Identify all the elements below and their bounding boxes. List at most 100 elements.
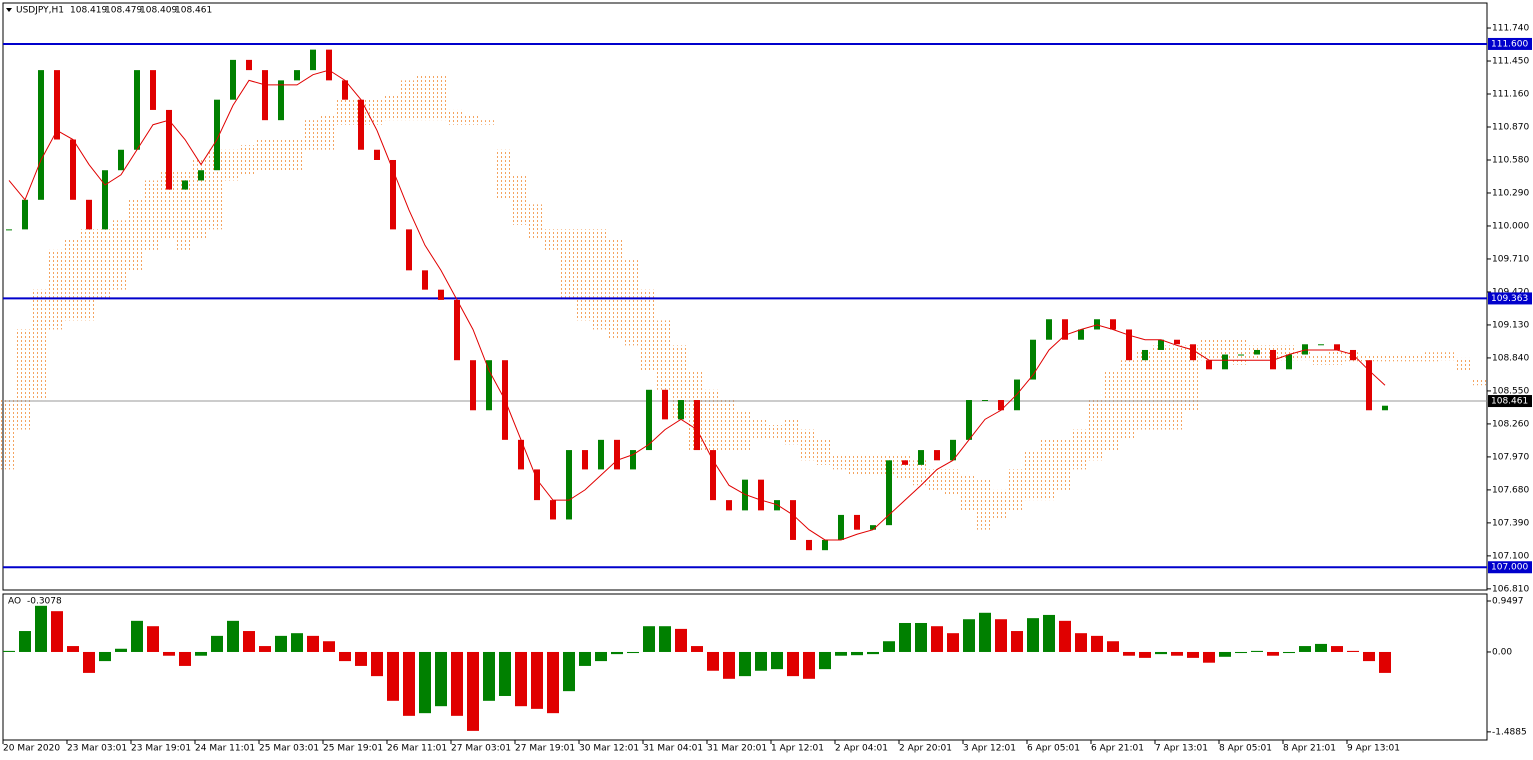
candle [1062,319,1068,340]
cloud-slice [65,239,81,321]
ao-tick-label: -1.4885 [1492,727,1527,737]
ao-bar [1027,618,1039,652]
candle [470,360,476,411]
candle [198,170,204,181]
ao-tick-label: 0.00 [1492,647,1512,657]
cloud-slice [193,159,209,240]
ao-bar [147,626,159,652]
candle [1126,329,1132,361]
ao-bar [787,651,799,677]
cloud-slice [1089,400,1105,461]
cloud-slice [449,109,465,125]
cloud-slice [337,99,353,125]
x-tick-label: 8 Apr 21:01 [1283,744,1336,754]
candle [998,400,1004,411]
ao-bar [755,651,767,671]
candle [6,229,12,231]
ao-bar [579,651,591,666]
ao-bar [995,619,1007,652]
cloud-slice [1169,345,1185,430]
x-tick-label: 9 Apr 13:01 [1347,744,1400,754]
level-tag [1488,561,1532,574]
menu-arrow[interactable] [6,8,12,12]
ao-bar [1187,651,1199,658]
x-tick-label: 2 Apr 04:01 [835,744,888,754]
cloud-slice [609,239,625,340]
cloud-slice [417,74,433,121]
y-tick-label: 107.100 [1492,551,1529,561]
level-label: 111.600 [1491,39,1528,49]
x-tick-label: 30 Mar 12:01 [579,744,639,754]
ao-bar [691,646,703,652]
candle [1078,329,1084,340]
level-tag [1488,37,1532,50]
candle [614,439,620,470]
cloud-slice [785,419,801,445]
candle [438,289,444,300]
candle [118,149,124,171]
candle [310,49,316,71]
cloud-slice [1377,354,1393,362]
ao-bar [1315,643,1327,652]
x-tick-label: 27 Mar 19:01 [515,744,575,754]
cloud-slice [1329,349,1345,365]
ao-bar [915,622,927,652]
x-tick-label: 3 Apr 12:01 [963,744,1016,754]
ohlc-value: 108.409 [140,6,177,16]
ohlc-value: 108.419 [70,6,107,16]
cloud-slice [993,489,1009,520]
candle [1190,344,1196,361]
candle [358,99,364,150]
x-tick-label: 20 Mar 2020 [3,744,60,754]
candle [1238,354,1244,356]
cloud-slice [529,204,545,240]
ao-bar [67,646,79,652]
ao-bar [1203,651,1215,663]
candle [566,450,572,520]
candle [134,70,140,150]
cloud-slice [1425,352,1441,362]
candle [806,539,812,551]
cloud-slice [1393,354,1409,362]
cloud-slice [769,425,785,440]
ao-bar [531,651,543,709]
y-tick-label: 106.810 [1492,584,1529,594]
cloud-slice [865,454,881,476]
cloud-slice [305,120,321,150]
candle [54,70,60,140]
cloud-slice [561,229,577,300]
cloud-slice [913,460,929,486]
cloud-slice [129,199,145,271]
ao-bar [771,651,783,670]
x-tick-label: 31 Mar 20:01 [707,744,767,754]
ao-bar [51,611,63,652]
cloud-slice [33,289,49,401]
ao-bar [1283,651,1295,654]
cloud-slice [145,180,161,250]
cloud-slice [1137,349,1153,430]
y-tick-label: 107.970 [1492,452,1529,462]
candle [966,400,972,440]
ohlc-value: 108.479 [105,6,142,16]
cloud-slice [849,454,865,476]
ao-bar [355,651,367,666]
ao-bar [707,651,719,671]
ao-bar [419,651,431,714]
ao-bar [1059,620,1071,652]
ao-bar [723,651,735,679]
ao-bar [195,651,207,656]
candle [486,360,492,411]
candle [582,450,588,470]
x-tick-label: 7 Apr 13:01 [1155,744,1208,754]
x-tick-label: 31 Mar 04:01 [643,744,703,754]
ao-bar [35,605,47,652]
ao-bar [467,651,479,731]
candle [1366,360,1372,411]
candle [550,500,556,520]
candle [1302,344,1308,355]
candle [230,59,236,100]
cloud-slice [593,229,609,330]
cloud-slice [1409,354,1425,362]
candle [1046,319,1052,340]
